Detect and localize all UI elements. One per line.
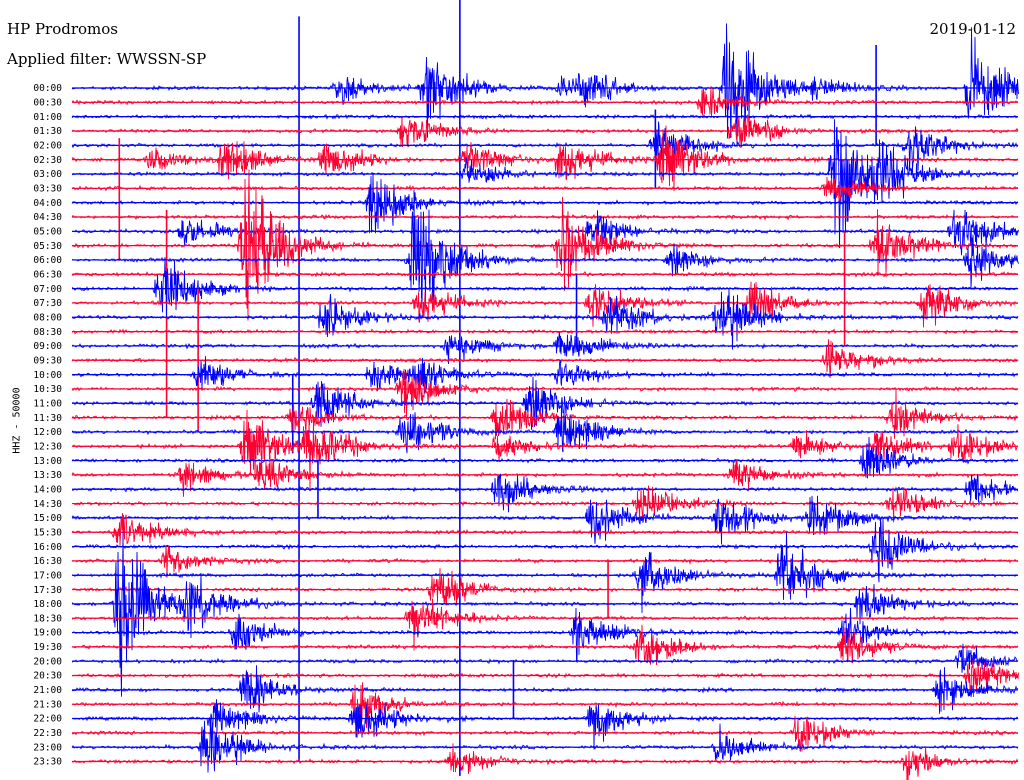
row-time-label: 00:00 [33,83,62,94]
row-time-label: 23:30 [33,757,62,768]
row-time-label: 18:00 [33,599,62,610]
row-label-layer: 00:00 00:30 01:00 01:30 02:00 02:30 03:00 03:30… [33,83,62,768]
trace-row [71,545,1019,578]
row-time-label: 09:30 [33,355,62,366]
row-time-label: 22:30 [33,728,62,739]
row-time-label: 14:30 [33,499,62,510]
filter-value: WWSSN-SP [116,50,207,68]
row-time-label: 09:00 [33,341,62,352]
row-time-label: 22:00 [33,714,62,725]
trace-row [71,719,1019,773]
row-time-label: 02:30 [33,155,62,166]
trace-row [71,473,1019,513]
trace-row [72,699,1019,750]
row-time-label: 07:00 [33,284,62,295]
row-time-label: 15:00 [33,513,62,524]
row-time-label: 16:00 [33,542,62,553]
trace-layer [71,0,1019,780]
filter-label: Applied filter: [7,50,112,68]
row-time-label: 04:00 [33,198,62,209]
row-time-label: 02:00 [33,141,62,152]
row-time-label: 21:00 [33,685,62,696]
row-time-label: 14:00 [33,484,62,495]
row-time-label: 17:00 [33,570,62,581]
trace-row [71,388,1019,440]
row-time-label: 03:00 [33,169,62,180]
trace-row [71,125,1019,192]
row-time-label: 17:30 [33,585,62,596]
station-name: HP Prodromos [7,20,118,38]
trace-row [71,288,1019,350]
row-time-label: 10:30 [33,384,62,395]
row-time-label: 00:30 [33,98,62,109]
trace-row [71,531,1019,697]
row-time-label: 08:30 [33,327,62,338]
row-time-label: 19:00 [33,628,62,639]
trace-row [71,607,1019,664]
row-time-label: 03:30 [33,184,62,195]
row-time-label: 05:30 [33,241,62,252]
row-time-label: 12:30 [33,441,62,452]
row-time-label: 19:30 [33,642,62,653]
row-time-label: 13:30 [33,470,62,481]
row-time-label: 01:30 [33,126,62,137]
row-time-label: 20:00 [33,656,62,667]
row-time-label: 13:00 [33,456,62,467]
row-time-label: 11:00 [33,398,62,409]
row-time-label: 20:30 [33,671,62,682]
row-time-label: 12:00 [33,427,62,438]
row-time-label: 06:30 [33,269,62,280]
plot-date: 2019-01-12 [929,20,1016,38]
row-time-label: 23:00 [33,742,62,753]
trace-row [71,495,1019,545]
row-time-label: 18:30 [33,613,62,624]
row-time-label: 21:30 [33,699,62,710]
row-time-label: 01:00 [33,112,62,123]
row-time-label: 16:30 [33,556,62,567]
row-time-label: 06:00 [33,255,62,266]
row-time-label: 08:00 [33,312,62,323]
row-time-label: 05:00 [33,227,62,238]
applied-filter: Applied filter: WWSSN-SP [7,50,206,68]
trace-row [71,121,1019,171]
row-time-label: 11:30 [33,413,62,424]
row-time-label: 07:30 [33,298,62,309]
row-time-label: 10:00 [33,370,62,381]
row-time-label: 04:30 [33,212,62,223]
trace-row [71,659,1019,698]
row-time-label: 15:30 [33,527,62,538]
trace-row [71,257,1019,334]
